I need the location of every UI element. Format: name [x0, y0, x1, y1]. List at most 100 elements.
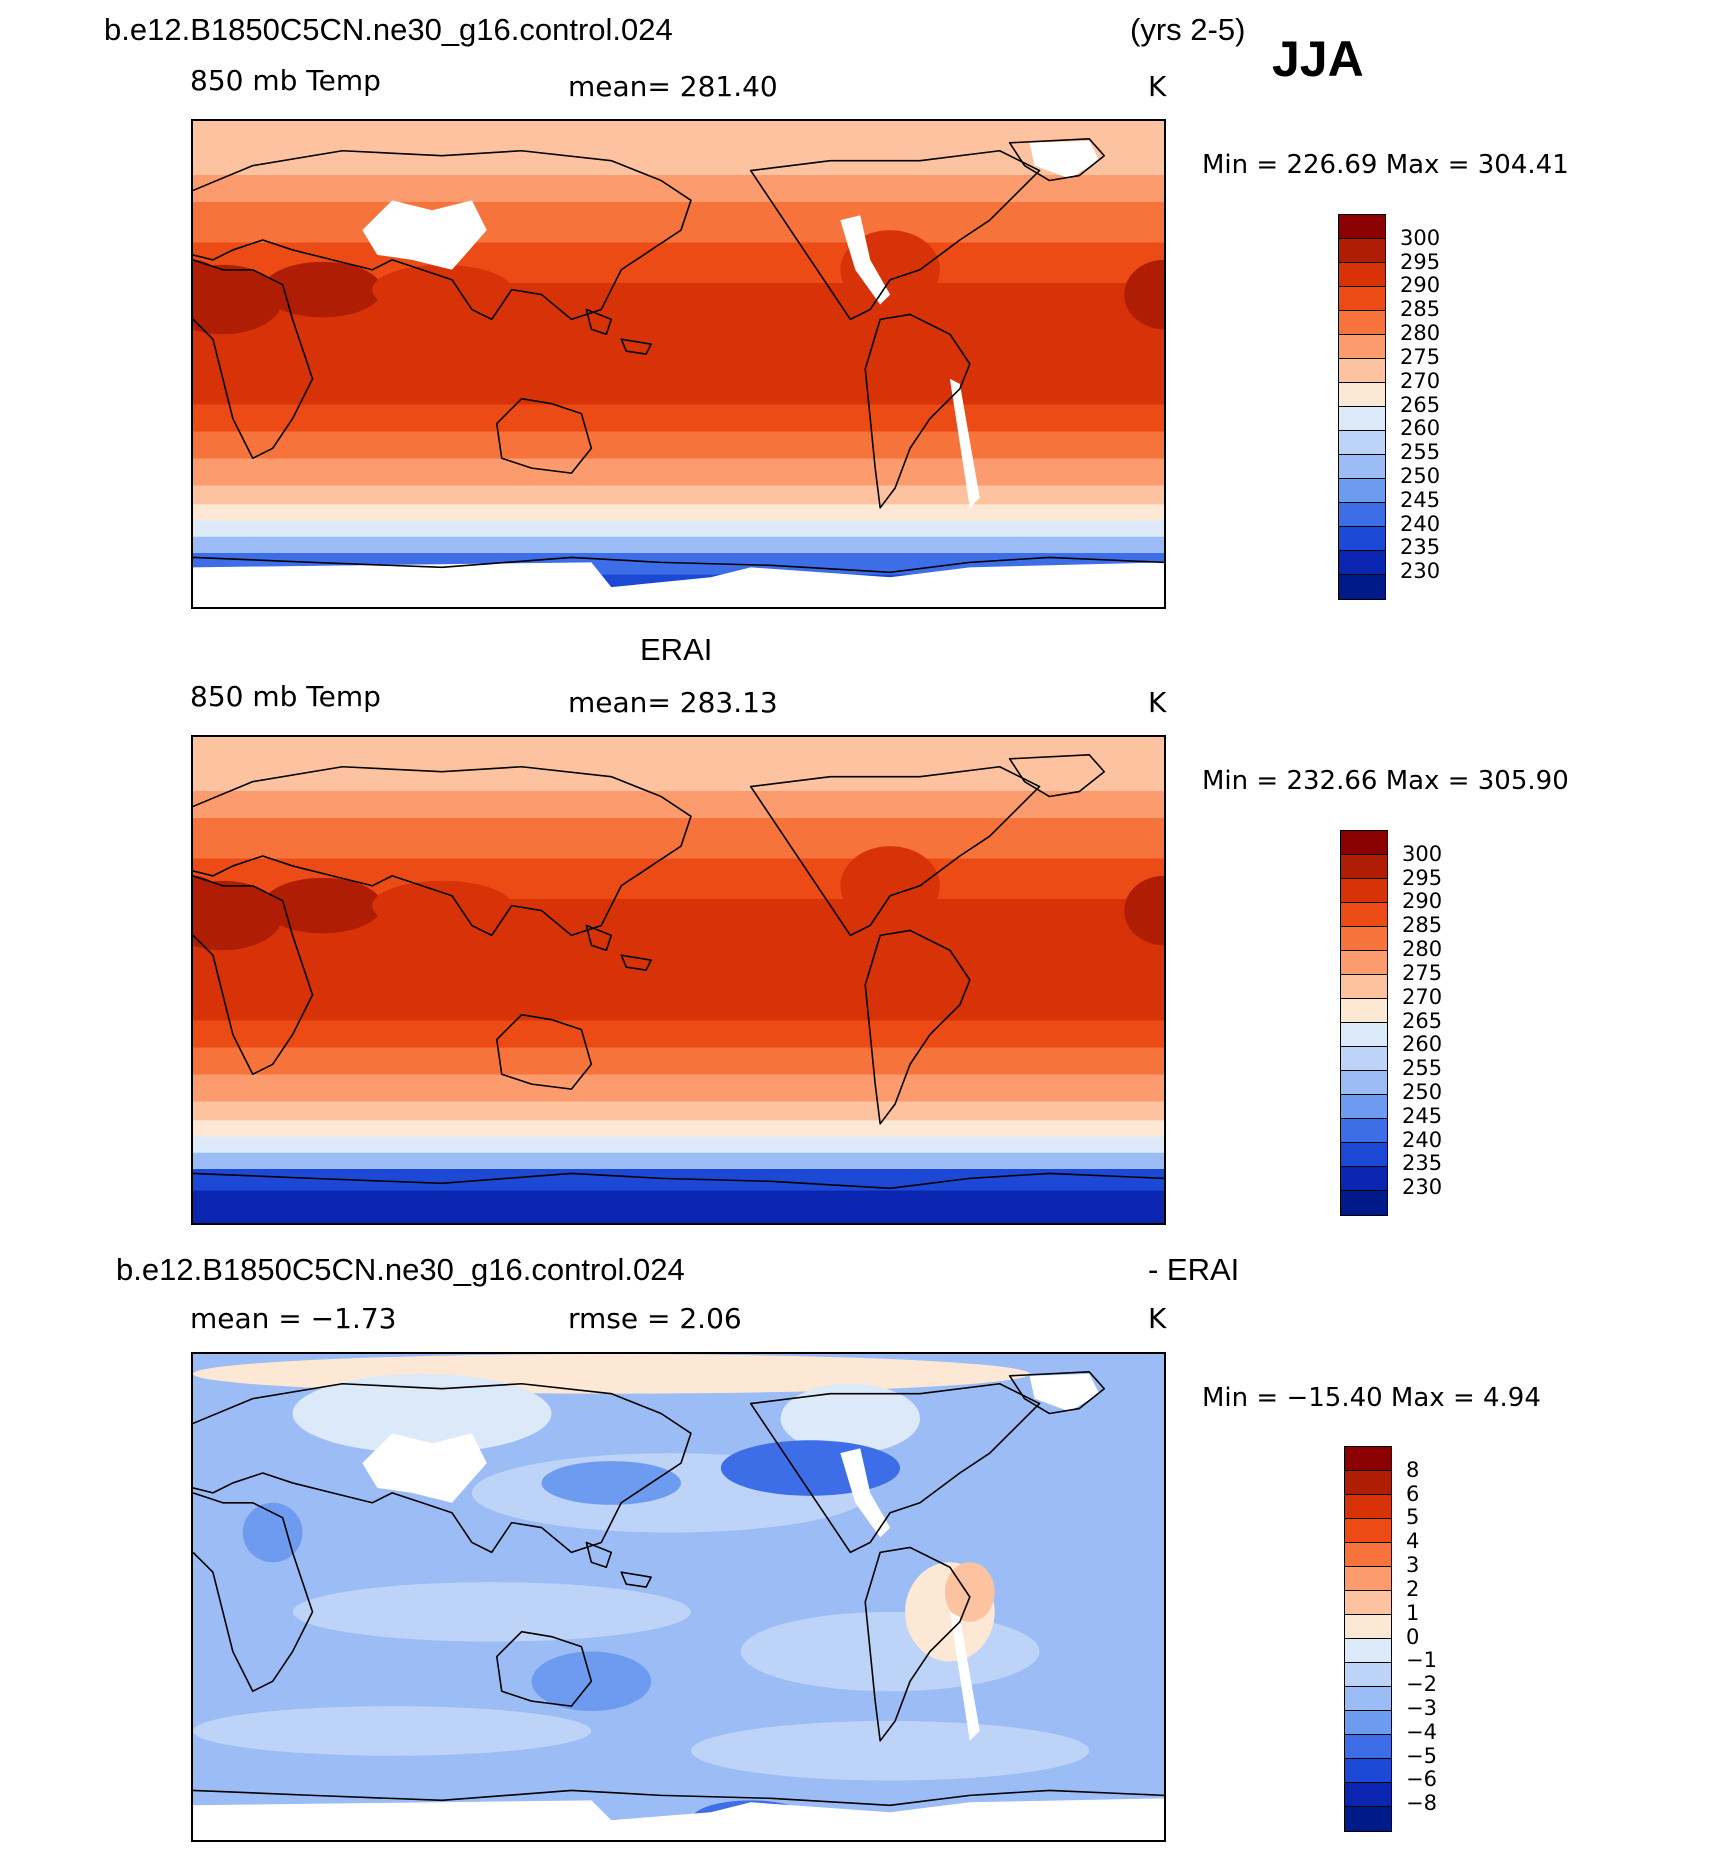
colorbar-cell — [1345, 1567, 1391, 1591]
colorbar-label: 255 — [1400, 440, 1441, 465]
colorbar-label: 275 — [1400, 344, 1441, 369]
colorbar-label: 240 — [1402, 1127, 1443, 1152]
colorbar-cell — [1339, 359, 1385, 383]
coastline — [193, 1789, 1164, 1807]
warm-region — [461, 314, 861, 384]
difference-region — [541, 1461, 681, 1505]
colorbar-label: 270 — [1400, 368, 1441, 393]
colorbar-label: 265 — [1400, 392, 1441, 417]
temperature-band — [193, 485, 1164, 506]
colorbar-cell — [1345, 1807, 1391, 1831]
coastline — [193, 875, 314, 1076]
panel2-minmax: Min = 232.66 Max = 305.90 — [1202, 766, 1569, 796]
coastline — [193, 556, 1164, 574]
colorbar-cell — [1339, 551, 1385, 575]
panel1-map — [191, 119, 1166, 609]
coastline — [193, 1172, 1164, 1190]
colorbar-label: 235 — [1402, 1151, 1443, 1176]
temperature-band — [193, 1020, 1164, 1049]
colorbar-cell — [1341, 1191, 1387, 1215]
difference-region — [193, 1706, 592, 1756]
colorbar-cell — [1345, 1447, 1391, 1471]
colorbar-label: 255 — [1402, 1056, 1443, 1081]
warm-region — [372, 880, 512, 931]
difference-region — [690, 1720, 1090, 1781]
warm-region — [890, 309, 970, 389]
temperature-band — [193, 504, 1164, 522]
panel3-map — [191, 1352, 1166, 1842]
warm-region — [322, 319, 482, 379]
colorbar-label: 6 — [1406, 1481, 1420, 1506]
colorbar-label: 3 — [1406, 1553, 1420, 1578]
coastline — [620, 954, 652, 971]
colorbar-cell — [1341, 1047, 1387, 1071]
colorbar-label: 295 — [1400, 249, 1441, 274]
colorbar-label: −6 — [1406, 1767, 1437, 1792]
colorbar-label: 265 — [1402, 1008, 1443, 1033]
coastline — [749, 765, 1041, 937]
colorbar-cell — [1345, 1639, 1391, 1663]
colorbar-label: 270 — [1402, 984, 1443, 1009]
years-label: (yrs 2-5) — [1130, 12, 1246, 47]
colorbar-label: 290 — [1400, 273, 1441, 298]
coastline — [1008, 754, 1106, 798]
colorbar-label: 280 — [1402, 937, 1443, 962]
colorbar-cell — [1341, 1143, 1387, 1167]
coastline — [864, 313, 971, 509]
difference-region — [292, 1373, 552, 1454]
colorbar-label: −3 — [1406, 1695, 1437, 1720]
difference-region — [780, 1383, 921, 1454]
colorbar-cell — [1339, 263, 1385, 287]
colorbar-cell — [1345, 1711, 1391, 1735]
coastline — [1008, 138, 1106, 182]
coastline — [193, 149, 692, 321]
colorbar-label: 285 — [1400, 297, 1441, 322]
colorbar-cell — [1345, 1471, 1391, 1495]
colorbar-label: 260 — [1400, 416, 1441, 441]
panel3-mean: mean = −1.73 — [190, 1302, 397, 1335]
temperature-band — [193, 520, 1164, 538]
colorbar-label: 250 — [1402, 1079, 1443, 1104]
colorbar-label: 5 — [1406, 1505, 1420, 1530]
colorbar-label: 230 — [1402, 1175, 1443, 1200]
colorbar-label: 290 — [1402, 889, 1443, 914]
colorbar-label: 0 — [1406, 1624, 1420, 1649]
coastline — [495, 1013, 593, 1090]
colorbar-label: −4 — [1406, 1719, 1437, 1744]
colorbar-label: −8 — [1406, 1791, 1437, 1816]
colorbar-cell — [1339, 239, 1385, 263]
colorbar-label: 8 — [1406, 1457, 1420, 1482]
warm-region — [193, 259, 228, 330]
colorbar-cell — [1339, 575, 1385, 599]
panel3-colorbar — [1344, 1446, 1392, 1832]
colorbar-label: 235 — [1400, 535, 1441, 560]
warm-region — [840, 846, 940, 926]
warm-region — [1124, 875, 1164, 946]
colorbar-cell — [1341, 879, 1387, 903]
season-label: JJA — [1272, 31, 1364, 87]
colorbar-cell — [1345, 1783, 1391, 1807]
temperature-band — [193, 791, 1164, 819]
colorbar-cell — [1345, 1735, 1391, 1759]
colorbar-cell — [1345, 1495, 1391, 1519]
coastline — [193, 1382, 692, 1554]
colorbar-label: 280 — [1400, 321, 1441, 346]
masked-topography — [840, 1448, 891, 1538]
masked-topography — [840, 215, 891, 305]
panel2-title: ERAI — [640, 632, 713, 667]
temperature-band — [193, 148, 1164, 176]
colorbar-cell — [1339, 455, 1385, 479]
colorbar-label: 285 — [1402, 913, 1443, 938]
temperature-band — [193, 1047, 1164, 1076]
colorbar-cell — [1341, 1071, 1387, 1095]
colorbar-cell — [1341, 903, 1387, 927]
panel1-mean: mean= 281.40 — [568, 70, 778, 103]
panel2-units: K — [1148, 686, 1167, 719]
temperature-band — [193, 1074, 1164, 1103]
temperature-band — [193, 458, 1164, 487]
colorbar-cell — [1345, 1615, 1391, 1639]
panel1-colorbar — [1338, 214, 1386, 600]
colorbar-cell — [1339, 407, 1385, 431]
colorbar-cell — [1341, 951, 1387, 975]
coastline — [864, 1546, 971, 1742]
